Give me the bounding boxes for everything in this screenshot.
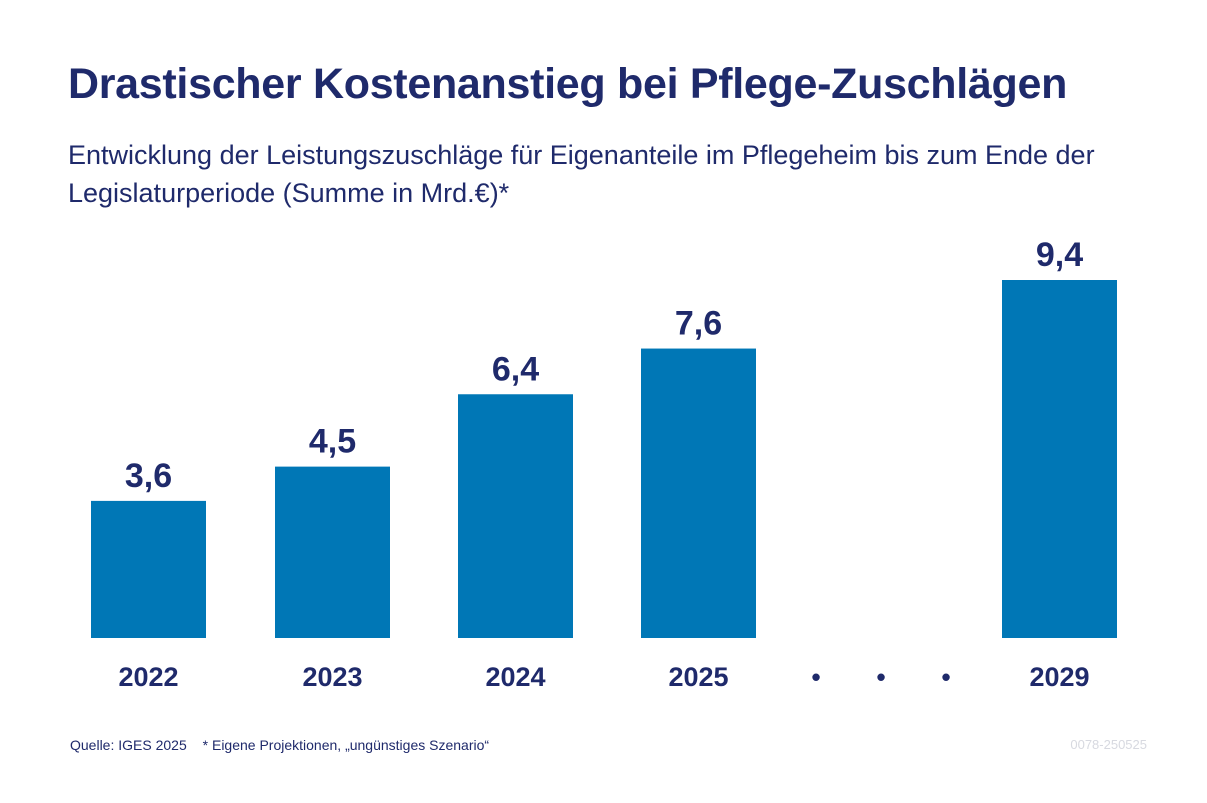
category-label-2022: 2022 (118, 662, 178, 692)
category-label-2024: 2024 (485, 662, 545, 692)
value-label-2023: 4,5 (309, 423, 356, 461)
bar-2029 (1002, 280, 1117, 638)
bar-2023 (275, 466, 390, 638)
gap-dot: • (811, 662, 820, 692)
category-label-2025: 2025 (668, 662, 728, 692)
chart-title: Drastischer Kostenanstieg bei Pflege-Zus… (68, 60, 1068, 108)
gap-dot: • (876, 662, 885, 692)
chart-subtitle: Entwicklung der Leistungszuschläge für E… (68, 140, 1095, 208)
graphic-id: 0078-250525 (1070, 737, 1147, 752)
category-label-2023: 2023 (302, 662, 362, 692)
bar-2025 (641, 348, 756, 638)
bar-2024 (458, 394, 573, 638)
value-label-2022: 3,6 (125, 457, 172, 495)
value-label-2029: 9,4 (1036, 236, 1083, 274)
source-text: Quelle: IGES 2025 (70, 737, 187, 753)
category-label-2029: 2029 (1029, 662, 1089, 692)
footer: Quelle: IGES 2025 * Eigene Projektionen,… (70, 737, 489, 753)
value-label-2025: 7,6 (675, 305, 722, 343)
bar-2022 (91, 500, 206, 638)
gap-dot: • (941, 662, 950, 692)
footnote-text: * Eigene Projektionen, „ungünstiges Szen… (202, 737, 490, 753)
value-label-2024: 6,4 (492, 350, 539, 388)
